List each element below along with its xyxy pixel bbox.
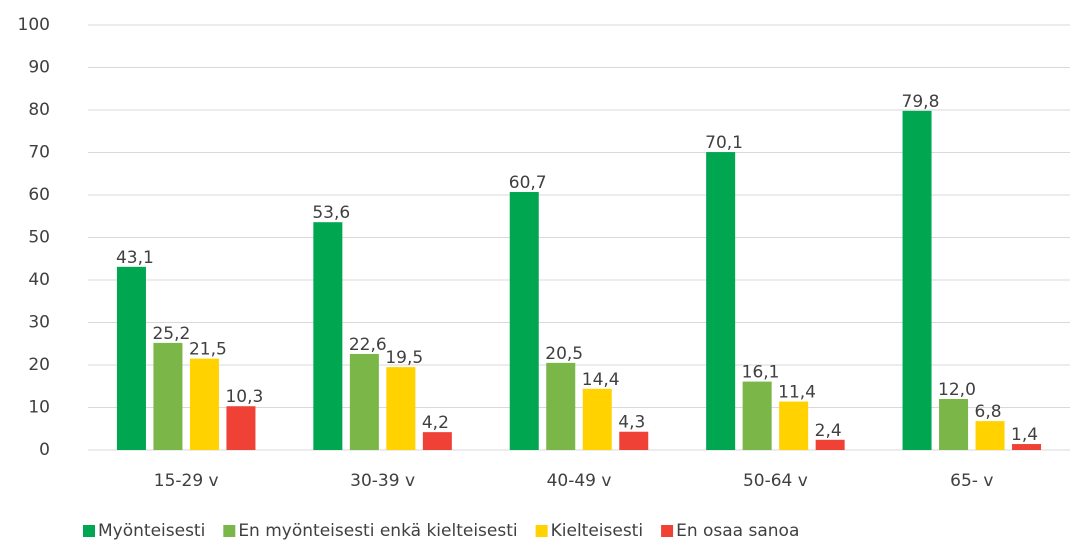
bar: [386, 367, 416, 450]
value-label: 11,4: [778, 383, 816, 403]
legend-label: En osaa sanoa: [676, 521, 799, 541]
y-tick-label: 30: [28, 313, 50, 333]
x-tick-label: 15-29 v: [154, 471, 219, 491]
value-label: 21,5: [189, 340, 227, 360]
x-tick-label: 65- v: [950, 471, 993, 491]
value-label: 6,8: [975, 402, 1002, 422]
y-tick-label: 0: [39, 440, 50, 460]
value-label: 60,7: [509, 173, 547, 193]
y-tick-label: 80: [28, 100, 50, 120]
bar: [226, 406, 256, 450]
y-tick-label: 50: [28, 228, 50, 248]
bar: [939, 399, 969, 450]
bar: [422, 432, 452, 450]
x-tick-label: 50-64 v: [743, 471, 808, 491]
bar: [1012, 444, 1042, 450]
bar: [975, 421, 1005, 450]
bar: [902, 110, 932, 450]
value-label: 14,4: [582, 370, 620, 390]
value-label: 70,1: [705, 133, 743, 153]
x-tick-label: 30-39 v: [350, 471, 415, 491]
bar: [582, 388, 612, 450]
bar: [509, 192, 539, 450]
bar: [742, 381, 772, 450]
bar: [189, 358, 219, 450]
value-label: 4,3: [618, 413, 645, 433]
bar: [153, 342, 183, 450]
legend-swatch: [661, 525, 674, 537]
y-tick-label: 40: [28, 270, 50, 290]
bar: [349, 353, 379, 450]
y-tick-label: 90: [28, 58, 50, 78]
bar: [313, 222, 343, 450]
legend-swatch: [223, 525, 236, 537]
y-tick-label: 100: [18, 15, 50, 35]
legend-swatch: [535, 525, 548, 537]
value-label: 2,4: [815, 421, 842, 441]
value-label: 79,8: [902, 92, 940, 112]
legend-label: Kielteisesti: [551, 521, 643, 541]
value-label: 22,6: [349, 335, 387, 355]
y-tick-label: 20: [28, 355, 50, 375]
y-tick-label: 10: [28, 398, 50, 418]
legend-label: En myönteisesti enkä kielteisesti: [238, 521, 517, 541]
x-tick-label: 40-49 v: [547, 471, 612, 491]
value-label: 19,5: [385, 348, 423, 368]
bar: [116, 266, 146, 450]
legend-label: Myönteisesti: [98, 521, 205, 541]
bar: [619, 431, 649, 450]
bar: [779, 401, 809, 450]
y-tick-label: 60: [28, 185, 50, 205]
value-label: 1,4: [1011, 425, 1038, 445]
bar: [546, 362, 576, 450]
value-label: 20,5: [545, 344, 583, 364]
value-label: 4,2: [422, 413, 449, 433]
value-label: 10,3: [225, 387, 263, 407]
bar: [706, 152, 736, 450]
y-tick-label: 70: [28, 143, 50, 163]
value-label: 25,2: [152, 324, 190, 344]
value-label: 53,6: [312, 203, 350, 223]
value-label: 43,1: [116, 248, 154, 268]
legend-swatch: [83, 525, 95, 537]
value-label: 16,1: [742, 363, 780, 383]
value-label: 12,0: [938, 380, 976, 400]
bar: [815, 439, 845, 450]
